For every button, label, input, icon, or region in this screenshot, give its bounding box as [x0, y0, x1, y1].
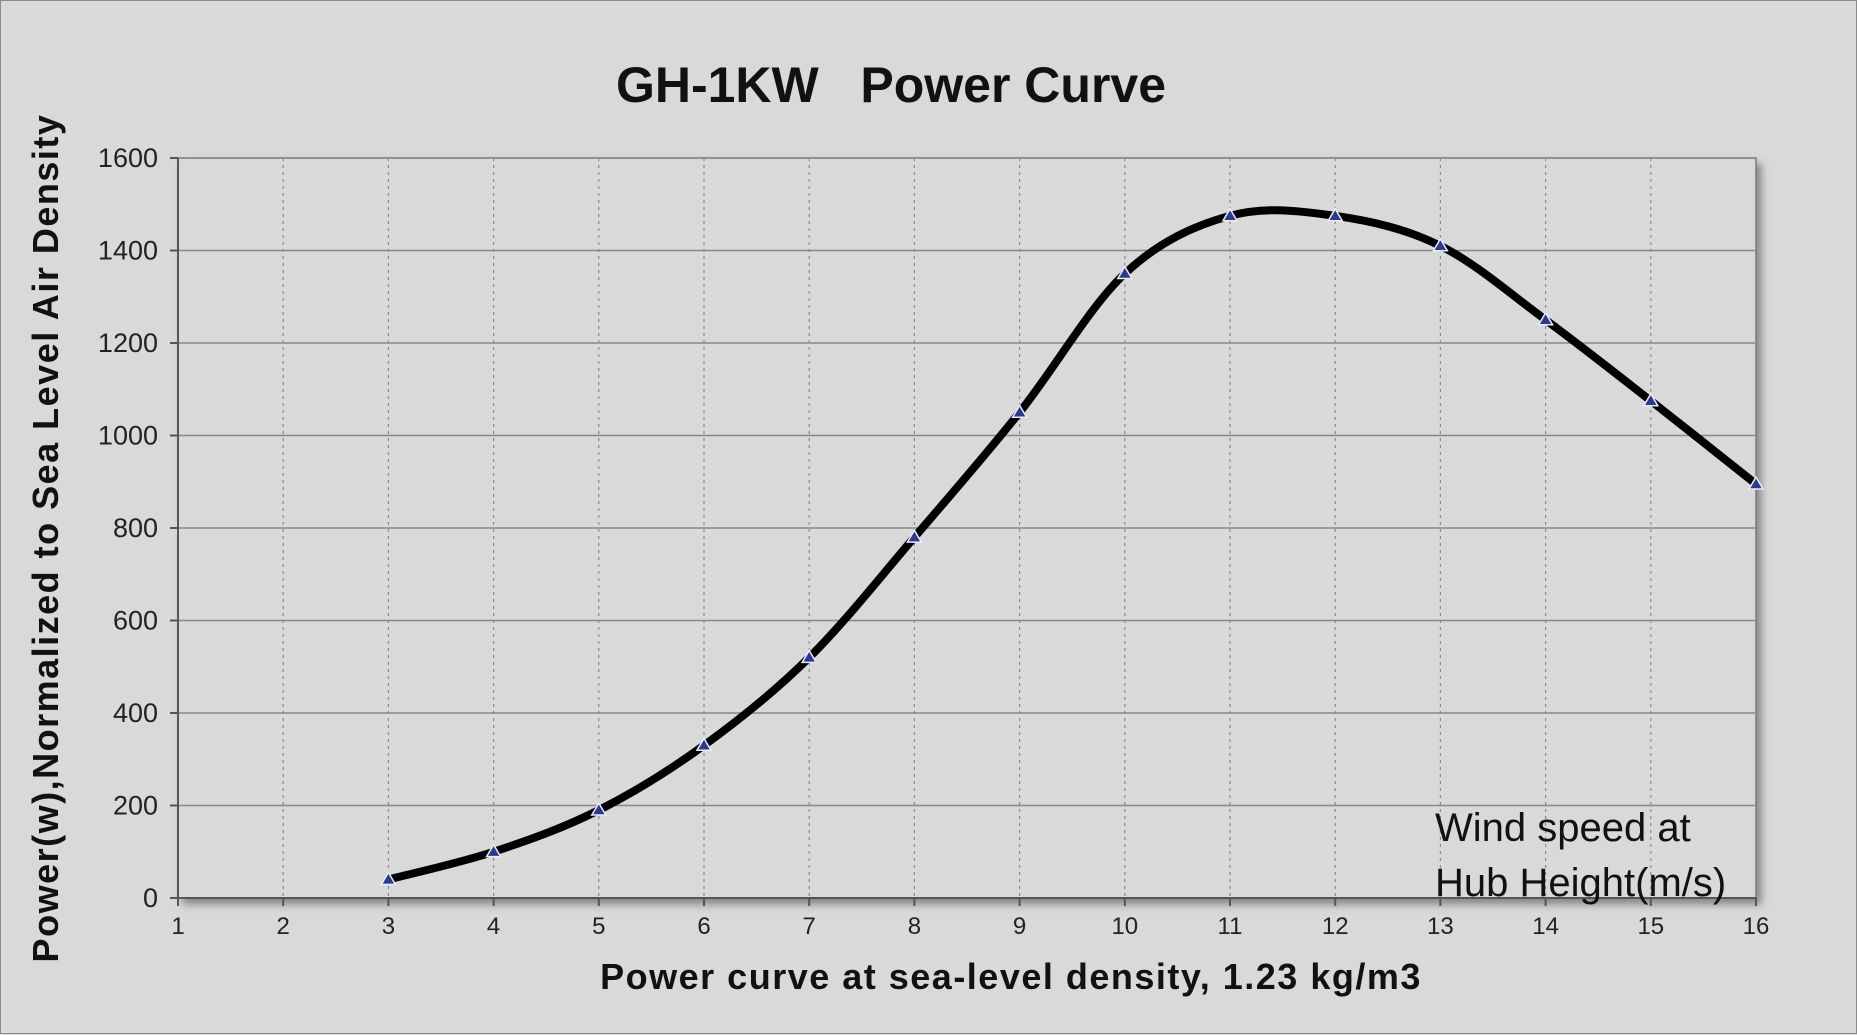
x-tick-label-13: 13 — [1427, 913, 1454, 940]
x-axis-title: Power curve at sea-level density, 1.23 k… — [600, 956, 1422, 997]
x-tick-label-8: 8 — [908, 913, 921, 940]
y-tick-labels: 0 200 400 600 800 1000 1200 1400 1600 — [98, 143, 158, 913]
y-tick-label-1000: 1000 — [98, 421, 158, 451]
data-point-14 — [1537, 311, 1554, 326]
data-point-7 — [800, 649, 818, 664]
x-tick-label-7: 7 — [803, 913, 816, 940]
y-tick-label-0: 0 — [143, 883, 158, 913]
axes — [170, 157, 1757, 906]
data-point-11 — [1221, 207, 1239, 222]
y-tick-label-1600: 1600 — [98, 143, 158, 173]
data-point-10 — [1116, 265, 1134, 280]
data-point-6 — [695, 736, 713, 752]
y-tick-label-1400: 1400 — [98, 236, 158, 266]
data-point-5 — [590, 801, 608, 816]
x-tick-label-4: 4 — [487, 913, 500, 940]
y-tick-label-200: 200 — [113, 791, 158, 821]
x-tick-label-10: 10 — [1111, 913, 1138, 940]
data-point-4 — [485, 843, 502, 858]
data-point-15 — [1642, 392, 1660, 407]
x-tick-label-3: 3 — [382, 913, 395, 940]
annotation-line-2: Hub Height(m/s) — [1435, 861, 1726, 905]
y-tick-label-800: 800 — [113, 513, 158, 543]
chart-title: GH-1KW Power Curve — [616, 57, 1166, 113]
x-tick-label-12: 12 — [1322, 913, 1349, 940]
x-tick-label-15: 15 — [1637, 913, 1664, 940]
y-tick-label-1200: 1200 — [98, 328, 158, 358]
data-point-markers — [380, 207, 1765, 886]
power-curve-line — [384, 206, 1760, 884]
y-axis-title: Power(w),Normalized to Sea Level Air Den… — [25, 114, 66, 963]
data-point-9 — [1011, 403, 1028, 419]
x-tick-label-2: 2 — [277, 913, 290, 940]
x-tick-label-14: 14 — [1532, 913, 1559, 940]
x-tick-label-1: 1 — [171, 913, 184, 940]
data-point-16 — [1747, 475, 1765, 490]
x-tick-labels: 1 2 3 4 5 6 7 8 9 10 11 12 13 14 15 16 — [171, 913, 1769, 940]
data-point-12 — [1326, 207, 1344, 222]
y-tick-label-600: 600 — [113, 606, 158, 636]
data-point-13 — [1432, 237, 1449, 252]
data-point-3 — [380, 871, 397, 886]
x-tick-label-11: 11 — [1218, 913, 1243, 940]
x-tick-label-16: 16 — [1743, 913, 1770, 940]
x-tick-label-5: 5 — [592, 913, 605, 940]
x-tick-label-9: 9 — [1013, 913, 1026, 940]
annotation-line-1: Wind speed at — [1435, 806, 1691, 850]
data-point-8 — [906, 528, 923, 543]
y-tick-label-400: 400 — [113, 698, 158, 728]
x-tick-label-6: 6 — [697, 913, 710, 940]
grid-lines — [178, 158, 1756, 898]
